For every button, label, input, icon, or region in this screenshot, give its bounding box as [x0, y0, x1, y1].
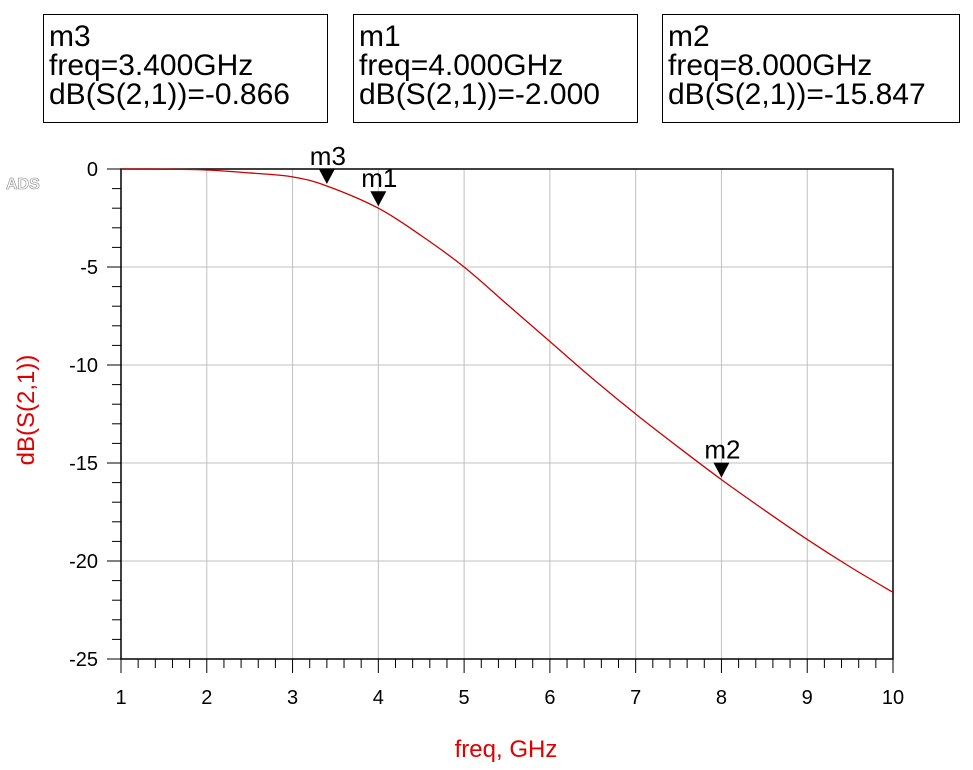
x-tick-label: 1	[115, 687, 126, 709]
marker-triangle-m1	[370, 191, 387, 207]
marker-value: dB(S(2,1))=-15.847	[668, 78, 926, 111]
marker-freq: freq=8.000GHz	[668, 49, 873, 82]
x-tick-label: 8	[716, 687, 727, 709]
marker-name: m1	[359, 20, 401, 53]
marker-readout-m3: m3 freq=3.400GHz dB(S(2,1))=-0.866	[43, 14, 328, 123]
y-tick-label: -25	[69, 649, 98, 671]
y-tick-label: 0	[87, 159, 98, 181]
y-axis-title: dB(S(2,1))	[13, 355, 40, 466]
x-tick-label: 7	[630, 687, 641, 709]
x-tick-label: 3	[287, 687, 298, 709]
plot-frame	[120, 168, 894, 660]
marker-readout-m1: m1 freq=4.000GHz dB(S(2,1))=-2.000	[353, 14, 638, 123]
marker-triangle-m3	[318, 168, 335, 184]
y-tick-label: -15	[69, 453, 98, 475]
marker-freq: freq=3.400GHz	[49, 49, 254, 82]
marker-value: dB(S(2,1))=-0.866	[49, 78, 290, 111]
marker-label-m3: m3	[310, 141, 346, 171]
x-axis-title: freq, GHz	[455, 736, 558, 763]
x-tick-label: 5	[459, 687, 470, 709]
series-line-dbs21	[120, 168, 894, 593]
y-tick-label: -20	[69, 551, 98, 573]
x-tick-label: 6	[544, 687, 555, 709]
x-tick-label: 4	[373, 687, 384, 709]
x-tick-label: 2	[201, 687, 212, 709]
y-tick-label: -10	[69, 355, 98, 377]
marker-name: m2	[668, 20, 710, 53]
x-tick-label: 10	[882, 687, 904, 709]
marker-freq: freq=4.000GHz	[359, 49, 564, 82]
marker-label-m2: m2	[704, 435, 740, 465]
y-tick-label: -5	[80, 257, 98, 279]
marker-name: m3	[49, 20, 91, 53]
marker-triangle-m2	[713, 462, 730, 478]
marker-readout-m2: m2 freq=8.000GHz dB(S(2,1))=-15.847	[662, 14, 960, 123]
marker-label-m1: m1	[361, 163, 397, 193]
ads-logo: ADS	[6, 176, 40, 194]
marker-value: dB(S(2,1))=-2.000	[359, 78, 600, 111]
x-tick-label: 9	[802, 687, 813, 709]
